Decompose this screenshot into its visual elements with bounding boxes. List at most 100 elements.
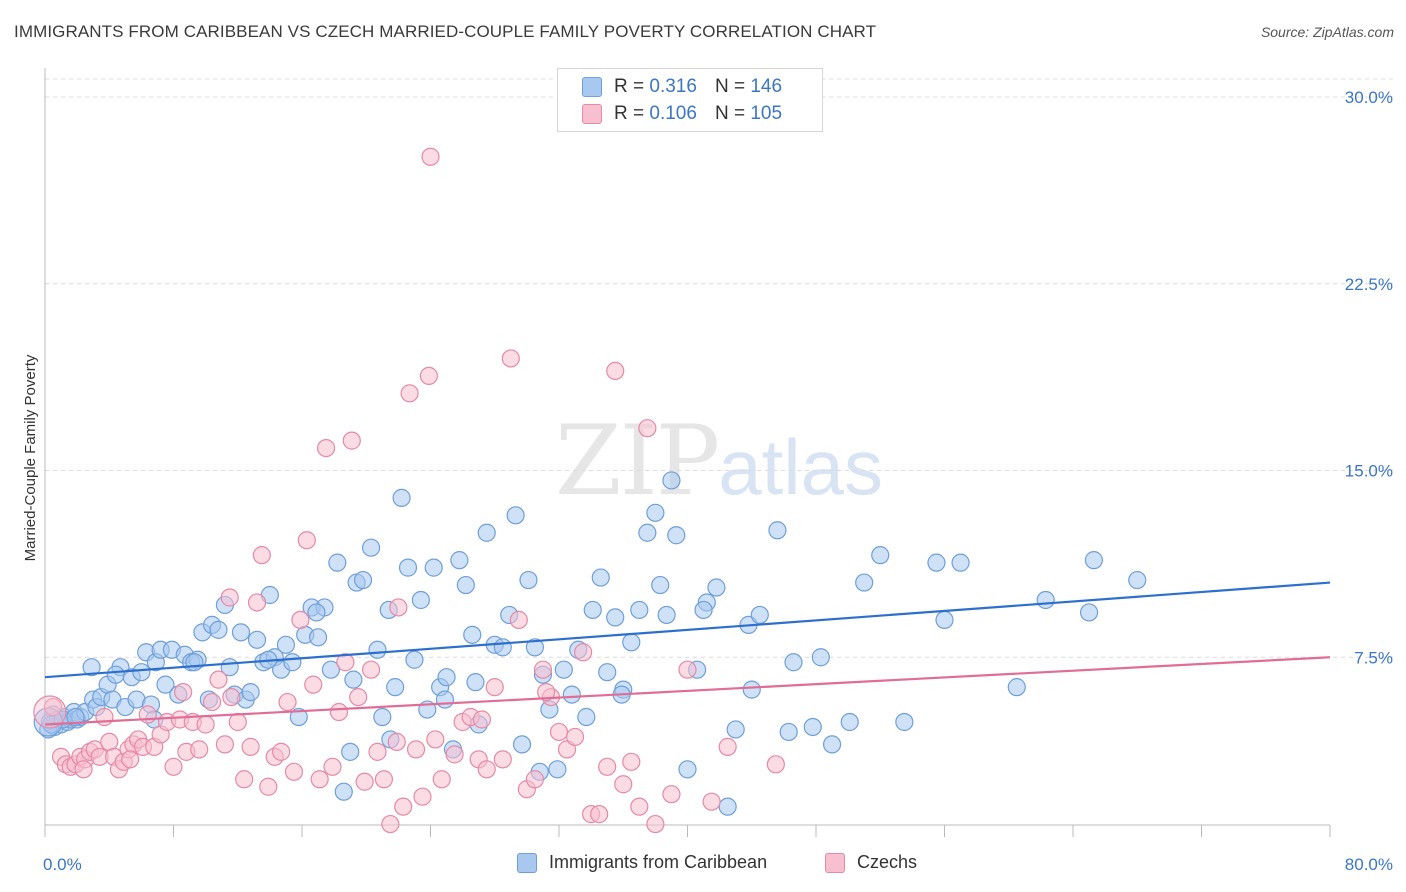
legend-row-caribbean: R = 0.316 N = 146 — [558, 74, 782, 100]
czech-point-44 — [297, 531, 316, 550]
czech-point-53 — [355, 772, 374, 791]
czech-point-63 — [419, 366, 438, 385]
caribbean-point-55 — [321, 660, 341, 679]
caribbean-point-63 — [373, 707, 392, 727]
legend-swatch-caribbean — [517, 852, 537, 873]
czech-point-82 — [565, 727, 585, 747]
caribbean-point-95 — [591, 568, 610, 587]
caribbean-point-110 — [718, 797, 737, 816]
czech-point-74 — [501, 349, 520, 368]
caribbean-point-100 — [630, 600, 649, 620]
caribbean-point-79 — [477, 523, 496, 542]
legend-r-label: R = — [614, 76, 645, 97]
czech-point-77 — [525, 770, 545, 789]
czech-point-99 — [389, 598, 408, 617]
caribbean-point-118 — [811, 648, 830, 667]
czech-point-78 — [533, 660, 553, 679]
czech-point-88 — [614, 775, 633, 794]
czech-point-41 — [278, 692, 297, 712]
czech-point-33 — [228, 712, 247, 732]
caribbean-point-85 — [519, 570, 538, 590]
caribbean-point-12 — [82, 658, 101, 677]
caribbean-point-114 — [768, 521, 787, 540]
legend-item-caribbean[interactable]: Immigrants from Caribbean — [517, 852, 767, 873]
caribbean-point-104 — [657, 605, 676, 625]
czech-point-97 — [766, 755, 785, 774]
caribbean-point-115 — [779, 722, 798, 742]
czech-point-38 — [259, 777, 278, 796]
legend-r-value: 0.316 — [649, 76, 697, 97]
caribbean-point-62 — [368, 640, 387, 659]
legend-n-label: N = — [714, 76, 746, 97]
czech-point-43 — [291, 610, 310, 630]
czech-point-47 — [316, 438, 336, 458]
caribbean-point-141 — [344, 670, 363, 689]
caribbean-point-75 — [450, 551, 469, 570]
czech-point-37 — [252, 546, 271, 565]
caribbean-point-60 — [353, 570, 373, 590]
czech-cluster-point — [33, 695, 67, 729]
caribbean-point-146 — [694, 600, 713, 620]
czech-point-46 — [310, 770, 329, 789]
caribbean-point-61 — [361, 538, 381, 557]
caribbean-point-142 — [435, 690, 455, 709]
czech-point-31 — [215, 735, 234, 754]
y-tick-label-2: 22.5% — [1345, 275, 1393, 294]
czech-point-55 — [368, 742, 387, 761]
czech-point-64 — [426, 730, 445, 749]
czech-point-62 — [413, 787, 432, 806]
caribbean-point-67 — [398, 558, 418, 577]
caribbean-point-36 — [209, 620, 228, 639]
caribbean-trend-line — [44, 581, 1331, 679]
caribbean-point-53 — [308, 628, 328, 647]
czech-point-36 — [247, 593, 267, 612]
caribbean-point-102 — [646, 503, 665, 522]
czech-point-67 — [445, 745, 464, 764]
czech-point-0 — [43, 697, 63, 717]
y-tick-label-1: 15.0% — [1345, 462, 1393, 481]
caribbean-point-120 — [840, 712, 859, 732]
caribbean-point-90 — [554, 660, 573, 679]
czech-point-42 — [284, 762, 304, 781]
czech-point-23 — [164, 757, 183, 776]
czech-point-52 — [349, 687, 368, 707]
caribbean-point-93 — [577, 707, 596, 727]
caribbean-point-136 — [106, 665, 125, 684]
caribbean-point-143 — [466, 673, 485, 692]
caribbean-point-58 — [341, 742, 360, 761]
y-tick-label-0: 7.5% — [1354, 648, 1393, 667]
caribbean-point-101 — [638, 523, 657, 542]
caribbean-point-113 — [750, 605, 769, 625]
czech-point-34 — [235, 770, 254, 789]
legend-item-czechs[interactable]: Czechs — [825, 852, 917, 873]
caribbean-point-40 — [231, 623, 251, 642]
caribbean-point-131 — [1128, 570, 1147, 590]
czech-point-73 — [493, 750, 512, 769]
czech-point-58 — [387, 732, 406, 752]
watermark-zip: ZIP — [555, 405, 720, 517]
czech-point-72 — [485, 678, 504, 697]
czech-point-83 — [573, 643, 593, 662]
caribbean-point-138 — [185, 653, 204, 672]
caribbean-point-127 — [1007, 678, 1026, 697]
caribbean-point-121 — [855, 573, 874, 592]
tick-labels: 7.5% 15.0% 22.5% 30.0% 0.0% 80.0% — [43, 88, 1393, 874]
legend-swatch-caribbean — [582, 77, 602, 97]
legend-n-label: N = — [714, 103, 746, 124]
legend-r-value: 0.106 — [649, 103, 697, 124]
caribbean-point-22 — [132, 663, 151, 682]
caribbean-point-43 — [247, 630, 267, 649]
czech-point-95 — [702, 792, 721, 811]
czech-point-80 — [549, 722, 569, 742]
czech-point-40 — [272, 742, 291, 761]
czech-point-54 — [361, 660, 381, 679]
caribbean-point-129 — [1079, 603, 1099, 622]
legend-label-czechs: Czechs — [857, 852, 918, 872]
czech-point-51 — [342, 431, 361, 450]
czech-point-86 — [598, 757, 617, 776]
caribbean-point-124 — [927, 553, 946, 572]
czech-point-98 — [220, 588, 239, 607]
czech-point-92 — [646, 814, 665, 834]
caribbean-point-66 — [392, 488, 411, 507]
czech-point-66 — [421, 147, 440, 166]
